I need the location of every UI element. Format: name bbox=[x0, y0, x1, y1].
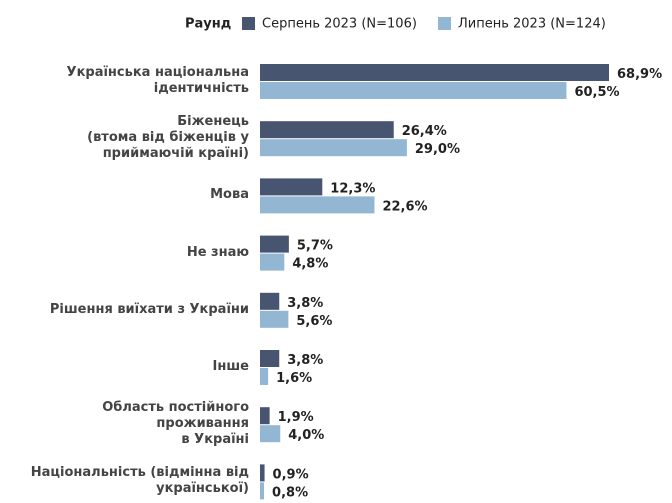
category-label: Національність (відмінна від української… bbox=[30, 465, 249, 497]
value-label: 1,6% bbox=[276, 371, 312, 386]
bar bbox=[260, 464, 265, 482]
bar bbox=[260, 235, 289, 253]
category-label: Область постійного проживання в Україні bbox=[102, 400, 249, 448]
value-label: 0,9% bbox=[273, 467, 309, 482]
category-label: Не знаю bbox=[186, 244, 249, 260]
value-label: 68,9% bbox=[617, 67, 662, 82]
legend-label: Липень 2023 (N=124) bbox=[458, 17, 606, 32]
value-label: 29,0% bbox=[415, 142, 460, 157]
bar bbox=[260, 425, 281, 443]
bar bbox=[260, 139, 407, 157]
category-label: Рішення виїхати з України bbox=[49, 301, 249, 317]
bar bbox=[260, 292, 280, 310]
value-label: 26,4% bbox=[402, 124, 447, 139]
value-label: 4,8% bbox=[292, 257, 328, 272]
value-label: 1,9% bbox=[278, 410, 314, 425]
category-label: Мова bbox=[210, 187, 249, 203]
value-label: 22,6% bbox=[382, 199, 427, 214]
category-label: Українська національна ідентичність bbox=[66, 65, 249, 96]
value-label: 12,3% bbox=[330, 181, 375, 196]
value-label: 3,8% bbox=[287, 353, 323, 368]
bar bbox=[260, 64, 609, 81]
value-label: 5,7% bbox=[297, 239, 333, 254]
bar bbox=[260, 121, 394, 139]
bar bbox=[260, 350, 280, 367]
value-label: 4,0% bbox=[288, 428, 324, 443]
legend-label: Серпень 2023 (N=106) bbox=[262, 17, 417, 32]
bar bbox=[260, 196, 375, 214]
legend-swatch bbox=[242, 17, 255, 30]
bar bbox=[260, 482, 265, 500]
category-label: Біженець (втома від біженців у приймаючі… bbox=[87, 114, 249, 162]
bar bbox=[260, 178, 323, 196]
bar bbox=[260, 253, 285, 271]
value-label: 60,5% bbox=[574, 85, 619, 100]
bar bbox=[260, 310, 289, 328]
bar bbox=[260, 82, 567, 99]
legend-title: Раунд bbox=[185, 17, 231, 32]
bar bbox=[260, 368, 269, 385]
value-label: 0,8% bbox=[272, 485, 308, 500]
category-label: Інше bbox=[212, 359, 249, 374]
value-label: 5,6% bbox=[296, 314, 332, 329]
legend-swatch bbox=[438, 17, 451, 30]
bar bbox=[260, 407, 270, 425]
value-label: 3,8% bbox=[287, 296, 323, 311]
